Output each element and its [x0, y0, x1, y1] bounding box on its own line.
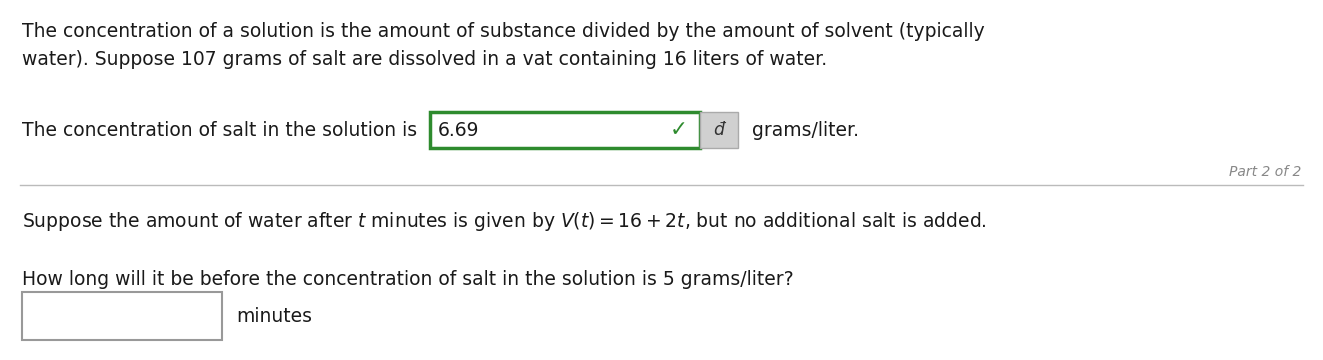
Text: How long will it be before the concentration of salt in the solution is 5 grams/: How long will it be before the concentra…: [22, 270, 794, 289]
Text: water). Suppose 107 grams of salt are dissolved in a vat containing 16 liters of: water). Suppose 107 grams of salt are di…: [22, 50, 827, 69]
Text: Part 2 of 2: Part 2 of 2: [1229, 165, 1301, 179]
Text: Suppose the amount of water after $t$ minutes is given by $V(t) = 16 + 2t$, but : Suppose the amount of water after $t$ mi…: [22, 210, 987, 233]
Text: đ: đ: [713, 121, 725, 139]
Text: minutes: minutes: [235, 306, 312, 325]
FancyBboxPatch shape: [430, 112, 700, 148]
Text: The concentration of a solution is the amount of substance divided by the amount: The concentration of a solution is the a…: [22, 22, 984, 41]
Text: grams/liter.: grams/liter.: [751, 121, 859, 139]
Text: ✓: ✓: [669, 120, 688, 140]
Text: The concentration of salt in the solution is: The concentration of salt in the solutio…: [22, 121, 417, 139]
FancyBboxPatch shape: [22, 292, 222, 340]
FancyBboxPatch shape: [700, 112, 738, 148]
Text: 6.69: 6.69: [438, 121, 479, 139]
